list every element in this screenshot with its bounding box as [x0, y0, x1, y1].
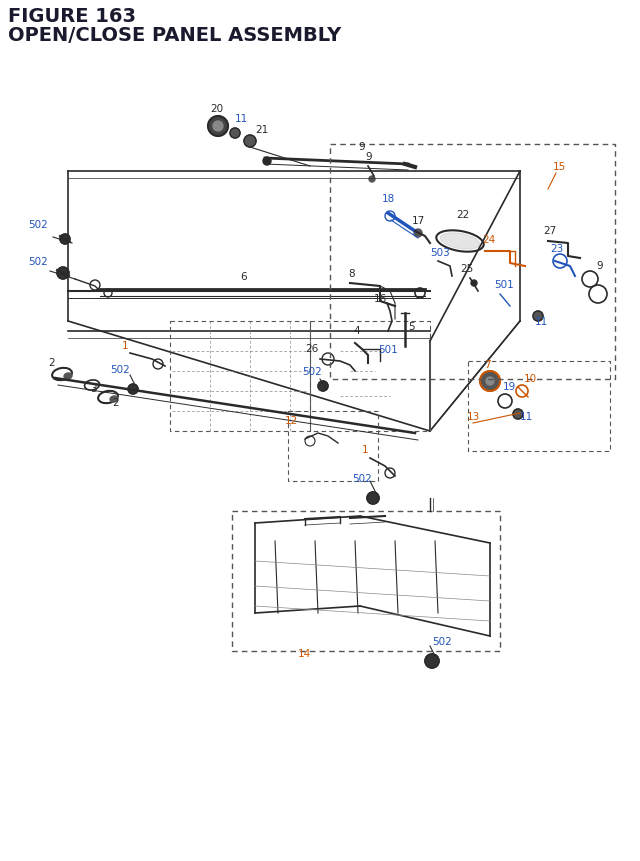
Ellipse shape	[110, 397, 118, 403]
Circle shape	[244, 136, 256, 148]
Text: 23: 23	[550, 244, 563, 254]
Text: OPEN/CLOSE PANEL ASSEMBLY: OPEN/CLOSE PANEL ASSEMBLY	[8, 26, 341, 45]
Circle shape	[57, 268, 69, 280]
Text: 12: 12	[285, 416, 298, 425]
Text: 25: 25	[460, 263, 473, 274]
Text: 503: 503	[430, 248, 450, 257]
Ellipse shape	[64, 374, 72, 380]
Text: 21: 21	[255, 125, 268, 135]
Text: 11: 11	[235, 114, 248, 124]
Circle shape	[213, 122, 223, 132]
Text: 502: 502	[352, 474, 372, 483]
Circle shape	[263, 158, 271, 166]
Text: 501: 501	[494, 280, 514, 289]
Text: 1: 1	[362, 444, 369, 455]
Circle shape	[425, 654, 439, 668]
Text: 502: 502	[28, 257, 48, 267]
Text: 5: 5	[408, 322, 415, 331]
Circle shape	[230, 129, 240, 139]
Text: 19: 19	[503, 381, 516, 392]
Text: 502: 502	[110, 364, 130, 375]
Text: 1: 1	[122, 341, 129, 350]
Text: 6: 6	[240, 272, 246, 282]
Text: 13: 13	[467, 412, 480, 422]
Circle shape	[208, 117, 228, 137]
Circle shape	[318, 381, 328, 392]
Circle shape	[367, 492, 379, 505]
Text: 16: 16	[374, 294, 387, 304]
Text: 15: 15	[553, 162, 566, 172]
Text: FIGURE 163: FIGURE 163	[8, 7, 136, 26]
Circle shape	[533, 312, 543, 322]
Text: 9: 9	[365, 152, 372, 162]
Text: 501: 501	[378, 344, 397, 355]
Text: 24: 24	[482, 235, 495, 245]
Text: 10: 10	[524, 374, 537, 383]
Circle shape	[60, 235, 70, 245]
Text: 26: 26	[305, 344, 318, 354]
Text: 2: 2	[48, 357, 54, 368]
Text: 22: 22	[456, 210, 469, 220]
Text: 3: 3	[90, 383, 97, 393]
Text: 502: 502	[28, 220, 48, 230]
Text: 11: 11	[535, 317, 548, 326]
Text: 7: 7	[484, 360, 491, 369]
Text: 14: 14	[298, 648, 311, 659]
Circle shape	[513, 410, 523, 419]
Circle shape	[128, 385, 138, 394]
Text: 20: 20	[210, 104, 223, 114]
Circle shape	[486, 378, 494, 386]
Text: 4: 4	[353, 325, 360, 336]
Text: 9: 9	[358, 142, 365, 152]
Text: 27: 27	[543, 226, 556, 236]
Text: 17: 17	[412, 216, 425, 226]
Circle shape	[414, 230, 422, 238]
Text: 11: 11	[520, 412, 533, 422]
Text: 2: 2	[112, 398, 118, 407]
Text: 502: 502	[302, 367, 322, 376]
Circle shape	[369, 177, 375, 183]
Text: 9: 9	[596, 261, 603, 270]
Circle shape	[480, 372, 500, 392]
Circle shape	[471, 281, 477, 287]
Text: 502: 502	[432, 636, 452, 647]
Ellipse shape	[440, 233, 480, 250]
Text: 8: 8	[348, 269, 355, 279]
Text: 18: 18	[382, 194, 396, 204]
